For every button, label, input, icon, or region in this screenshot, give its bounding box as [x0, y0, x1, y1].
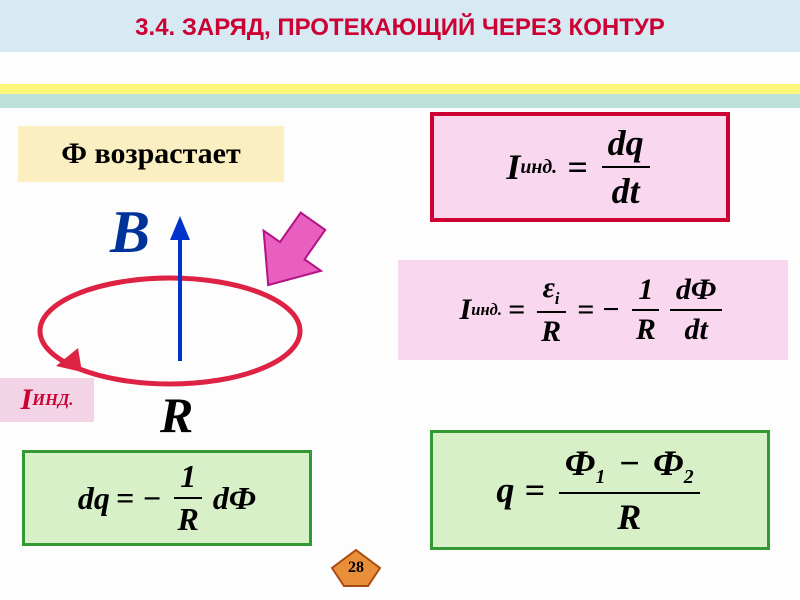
f3-rhs: dФ: [213, 480, 256, 517]
phi-increases-text: Ф возрастает: [61, 137, 240, 171]
f2-frac2: 1 R: [630, 273, 662, 347]
formula-I-dqdt: Iинд. = dq dt: [430, 112, 730, 222]
f1-I: I: [506, 146, 520, 188]
i-ind-label: IИНД.: [0, 378, 94, 422]
slide-title: 3.4. ЗАРЯД, ПРОТЕКАЮЩИЙ ЧЕРЕЗ КОНТУР: [0, 0, 800, 52]
formula-dq: dq = − 1 R dФ: [22, 450, 312, 546]
page-number-text: 28: [348, 559, 364, 577]
f4-q: q: [496, 469, 514, 511]
f1-eq: =: [567, 146, 588, 188]
f1-frac: dq dt: [602, 122, 650, 212]
i-ind-I: I: [21, 383, 33, 417]
f2-eq2: = −: [577, 293, 620, 327]
f3-lhs: dq: [78, 480, 110, 517]
stripe-teal: [0, 94, 800, 108]
phi-increases-box: Ф возрастает: [18, 126, 284, 182]
i-ind-sub: ИНД.: [32, 390, 73, 410]
f2-sub: инд.: [471, 300, 502, 320]
formula-q: q = Ф1 − Ф2 R: [430, 430, 770, 550]
slide-title-text: 3.4. ЗАРЯД, ПРОТЕКАЮЩИЙ ЧЕРЕЗ КОНТУР: [135, 14, 665, 41]
f2-frac1: εi R: [535, 271, 567, 349]
f2-I: I: [460, 293, 472, 327]
f4-frac: Ф1 − Ф2 R: [559, 442, 700, 537]
f1-sub: инд.: [520, 156, 557, 179]
f3-frac: 1 R: [172, 458, 205, 538]
f2-frac3: dФ dt: [670, 273, 723, 347]
f3-eq: = −: [116, 480, 162, 517]
label-R: R: [160, 386, 193, 444]
f2-eq1: =: [508, 293, 525, 327]
formula-I-eps: Iинд. = εi R = − 1 R dФ dt: [398, 260, 788, 360]
f4-eq: =: [524, 469, 545, 511]
stripe-yellow: [0, 84, 800, 94]
page-number-badge: 28: [330, 548, 382, 588]
